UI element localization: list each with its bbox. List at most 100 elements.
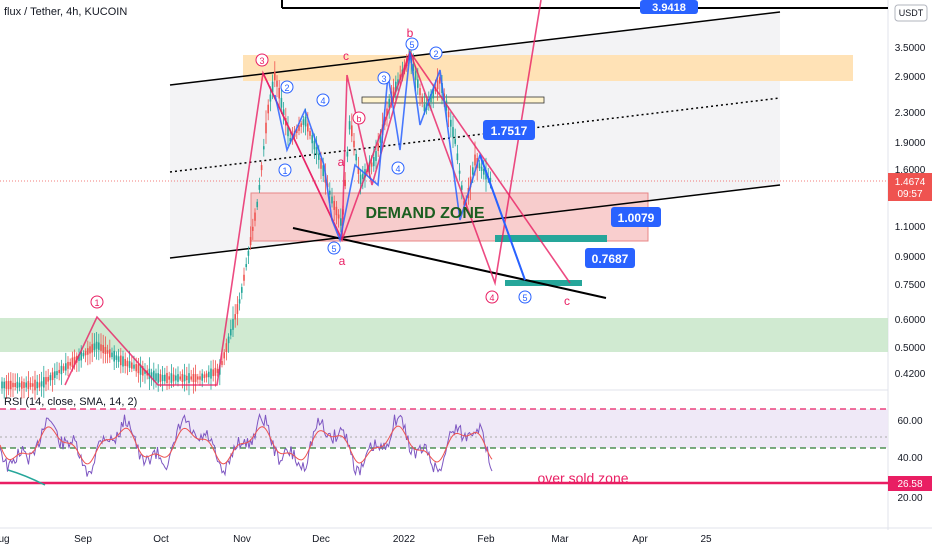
candle-body [214, 367, 217, 376]
candle-body [197, 376, 199, 380]
candle-body [236, 304, 239, 315]
candle-body [43, 377, 45, 388]
candle-body [318, 153, 320, 160]
candle-body [183, 374, 186, 382]
candle-body [73, 356, 76, 365]
candle-body [100, 344, 102, 351]
small-resistance-box [361, 96, 545, 104]
time-tick: Sep [74, 534, 92, 545]
time-tick: Oct [153, 534, 169, 545]
candle-body [139, 364, 142, 375]
candle-body [69, 362, 71, 366]
target-value-2: 1.0079 [618, 211, 655, 225]
candle-body [188, 373, 190, 383]
candle-body [423, 104, 426, 112]
candle-body [335, 206, 338, 216]
wave-label-b: b [407, 26, 414, 40]
candle-body [124, 359, 126, 366]
candle-body [80, 351, 82, 361]
candle-body [170, 373, 173, 383]
target-callout-3[interactable]: 0.7687 [585, 248, 635, 268]
wave-circle-2b [280, 80, 294, 94]
candle-body [456, 153, 459, 161]
candle-body [34, 379, 36, 391]
candle-body [439, 77, 441, 84]
candle-body [128, 361, 131, 368]
candle-body [5, 381, 8, 389]
rsi-green-curve [7, 469, 46, 486]
candle-body [21, 381, 23, 389]
candle-body [373, 157, 375, 167]
time-tick: Apr [632, 534, 648, 545]
support-trendline [292, 227, 607, 299]
currency-box[interactable] [894, 4, 928, 22]
wave-label-c-low: c [564, 294, 570, 308]
candle-body [432, 88, 434, 99]
candle-body [232, 319, 234, 330]
target-callout-2[interactable]: 1.0079 [611, 207, 661, 227]
candle-body [14, 383, 16, 387]
candle-body [368, 162, 371, 173]
price-axis-panel [888, 0, 932, 550]
candle-body [155, 373, 157, 381]
candle-body [322, 165, 324, 177]
demand-zone-label: DEMAND ZONE [365, 205, 484, 222]
candle-body [348, 121, 351, 130]
candle-body [329, 190, 331, 195]
candle-body [469, 176, 472, 188]
candle-body [82, 352, 85, 357]
time-tick: 2022 [393, 534, 416, 545]
candle-body [84, 350, 87, 356]
candle-body [302, 119, 305, 125]
target-callout-4[interactable]: 3.9418 [640, 0, 698, 14]
candle-body [298, 125, 300, 131]
candle-body [304, 116, 307, 127]
candle-body [241, 287, 243, 293]
candle-body [362, 173, 364, 179]
rsi-indicator-title: RSI (14, close, SMA, 14, 2) [4, 396, 138, 408]
candle-body [307, 123, 309, 132]
rsi-tick: 40.00 [897, 453, 922, 464]
candle-body [58, 369, 60, 374]
rsi-line [0, 412, 493, 477]
candle-body [489, 177, 492, 183]
candle-body [135, 364, 137, 372]
candle-body [126, 360, 129, 367]
candle-body [282, 109, 285, 116]
wave-circle-5c [327, 241, 341, 255]
candle-body [227, 336, 230, 344]
target-value-4: 3.9418 [652, 2, 686, 14]
candle-body [54, 371, 56, 378]
rsi-tick: 20.00 [897, 493, 922, 504]
blue-projection [479, 154, 526, 281]
blue-wave-path [274, 51, 526, 281]
candle-body [472, 167, 474, 175]
candle-body [23, 382, 25, 388]
candle-body [56, 371, 58, 376]
candle-body [212, 369, 214, 377]
candle-body [199, 376, 201, 380]
wave-label-1: 1 [94, 298, 99, 308]
candle-body [337, 214, 340, 219]
candle-body [144, 369, 146, 374]
candle-body [313, 140, 316, 150]
time-tick: Nov [233, 534, 251, 545]
wave-labels: 1 3 c b a a 4 c 5 5 5 2 2 3 4 4 [90, 26, 570, 309]
wave-label-2a: 2 [433, 49, 438, 59]
candle-body [249, 237, 252, 246]
candle-body [461, 185, 463, 190]
candle-body [190, 376, 192, 380]
candle-body [36, 381, 38, 389]
orange-resistance-zone [243, 55, 853, 81]
candle-body [252, 226, 254, 231]
candle-body [87, 348, 89, 355]
candle-body [131, 362, 133, 369]
candle-body [109, 349, 111, 358]
wave-circle-B [352, 111, 366, 125]
candle-body [269, 94, 272, 102]
target-callout-1[interactable]: 1.7517 [483, 120, 535, 140]
candle-body [153, 370, 155, 382]
candle-body [289, 138, 291, 142]
